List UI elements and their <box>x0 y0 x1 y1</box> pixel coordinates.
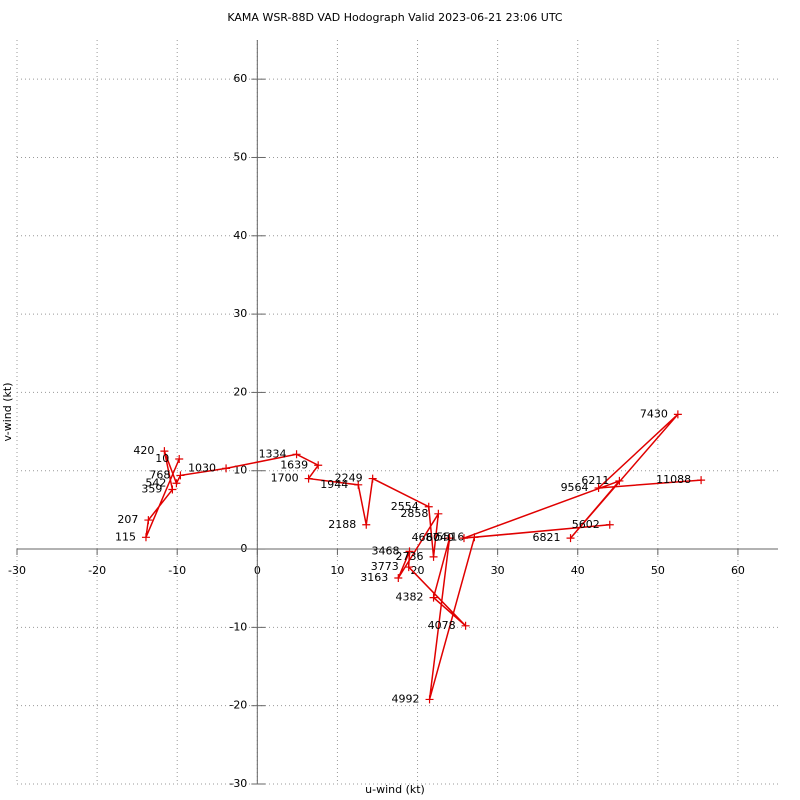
point-marker <box>445 534 454 543</box>
x-tick-label: 20 <box>411 564 425 577</box>
x-axis-label: u-wind (kt) <box>365 783 425 796</box>
height-label: 9564 <box>561 481 589 494</box>
height-label: 5602 <box>572 518 600 531</box>
height-label: 6040 <box>426 531 454 544</box>
height-label: 4992 <box>392 692 420 705</box>
point-marker <box>405 547 414 556</box>
y-axis-label: v-wind (kt) <box>1 383 14 442</box>
x-tick-label: 50 <box>651 564 665 577</box>
height-label: 7430 <box>640 407 668 420</box>
height-label: 2736 <box>396 550 424 563</box>
y-tick-label: -20 <box>229 699 247 712</box>
height-label: 10 <box>155 452 169 465</box>
point-marker <box>144 516 153 525</box>
height-label: 1334 <box>259 447 287 460</box>
point-marker <box>141 533 150 542</box>
point-marker <box>176 471 185 480</box>
point-marker <box>615 476 624 485</box>
point-marker <box>368 474 377 483</box>
point-marker <box>292 450 301 459</box>
point-marker <box>222 464 231 473</box>
height-label: 1639 <box>280 458 308 471</box>
point-marker <box>425 695 434 704</box>
point-marker <box>304 474 313 483</box>
height-label: 4687 <box>412 531 440 544</box>
x-tick-label: -20 <box>88 564 106 577</box>
height-label: 5516 <box>436 530 464 543</box>
point-marker <box>362 520 371 529</box>
height-label: 207 <box>117 513 138 526</box>
height-label: 2858 <box>400 507 428 520</box>
point-marker <box>160 447 169 456</box>
height-label: 115 <box>115 530 136 543</box>
height-label: 420 <box>133 444 154 457</box>
point-marker <box>605 520 614 529</box>
chart-title: KAMA WSR-88D VAD Hodograph Valid 2023-06… <box>227 11 563 24</box>
hodograph-line <box>145 413 702 700</box>
x-tick-label: 40 <box>571 564 585 577</box>
x-tick-label: -30 <box>8 564 26 577</box>
x-tick-label: 30 <box>491 564 505 577</box>
point-marker <box>434 509 443 518</box>
point-marker <box>461 621 470 630</box>
y-tick-label: 30 <box>233 307 247 320</box>
height-label: 6821 <box>533 531 561 544</box>
x-tick-label: 60 <box>731 564 745 577</box>
height-label: 3163 <box>360 571 388 584</box>
height-label: 768 <box>149 468 170 481</box>
height-label: 359 <box>141 483 162 496</box>
point-marker <box>168 485 177 494</box>
height-label: 6211 <box>581 474 609 487</box>
point-marker <box>459 534 468 543</box>
point-marker <box>673 410 682 419</box>
height-label: 2554 <box>391 500 419 513</box>
point-marker <box>172 479 181 488</box>
height-label: 4078 <box>428 619 456 632</box>
point-marker <box>429 593 438 602</box>
height-label: 4382 <box>396 591 424 604</box>
y-tick-label: 40 <box>233 229 247 242</box>
y-tick-label: 60 <box>233 72 247 85</box>
height-label: 2188 <box>328 518 356 531</box>
point-marker <box>566 534 575 543</box>
height-label: 11088 <box>656 473 691 486</box>
y-tick-label: 50 <box>233 150 247 163</box>
height-label: 3773 <box>371 560 399 573</box>
x-tick-label: 10 <box>330 564 344 577</box>
y-tick-label: -10 <box>229 620 247 633</box>
height-label: 2249 <box>335 472 363 485</box>
point-marker <box>424 502 433 511</box>
point-marker <box>394 574 403 583</box>
point-marker <box>354 480 363 489</box>
y-tick-label: 20 <box>233 385 247 398</box>
point-marker <box>314 461 323 470</box>
height-label: 1700 <box>271 472 299 485</box>
y-tick-label: -30 <box>229 777 247 790</box>
height-label: 1944 <box>320 478 348 491</box>
point-marker <box>404 563 413 572</box>
point-marker <box>594 483 603 492</box>
point-marker <box>429 552 438 561</box>
height-label: 3468 <box>372 544 400 557</box>
height-label: 542 <box>145 476 166 489</box>
point-marker <box>470 533 479 542</box>
height-label: 1030 <box>188 461 216 474</box>
x-tick-label: -10 <box>168 564 186 577</box>
point-marker <box>697 476 706 485</box>
point-marker <box>175 454 184 463</box>
